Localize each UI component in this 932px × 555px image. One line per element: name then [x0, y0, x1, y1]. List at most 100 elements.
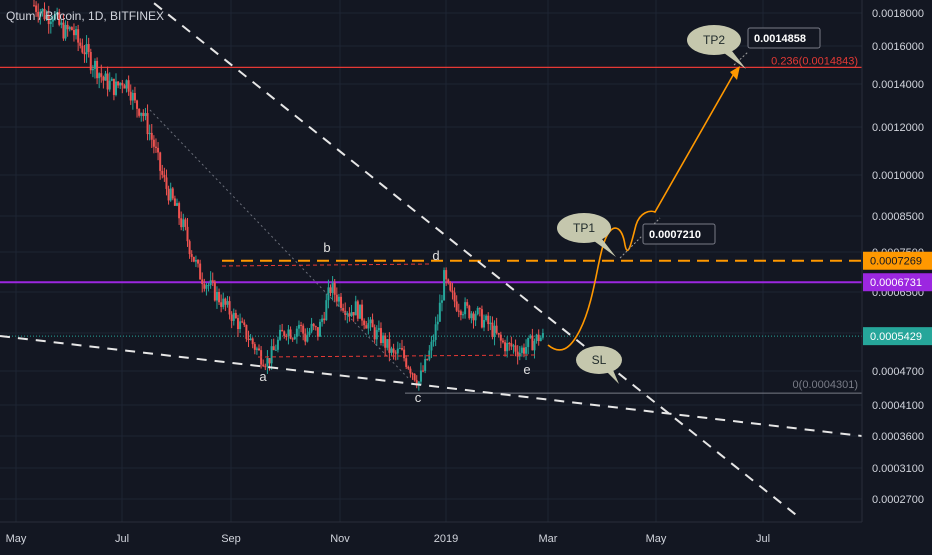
candle-body — [255, 348, 258, 350]
candle-body — [443, 270, 446, 301]
candle-body — [438, 302, 441, 322]
candle-body — [506, 343, 509, 352]
price-marker-purple — [863, 273, 932, 292]
candle-body — [354, 301, 357, 316]
candle-body — [104, 73, 107, 81]
tp2-value-box-text: 0.0014858 — [754, 33, 806, 45]
candle-body — [228, 301, 231, 315]
x-tick-label: Jul — [756, 533, 770, 545]
candle-body — [220, 302, 223, 307]
candle-body — [327, 287, 330, 301]
candle-body — [72, 29, 75, 36]
candle-body — [472, 313, 475, 321]
candle-body — [106, 73, 109, 90]
candle-body — [205, 285, 208, 289]
candle-body — [287, 329, 290, 337]
price-marker-label: 0.0006731 — [870, 277, 922, 289]
candle-body — [117, 81, 120, 86]
candle-body — [291, 338, 294, 340]
candle-body — [514, 345, 517, 352]
candle-body — [43, 8, 46, 20]
candle-body — [297, 324, 300, 329]
candle-body — [337, 296, 340, 302]
candle-body — [415, 380, 418, 386]
price-marker-orange — [863, 251, 932, 270]
tp1-callout: TP1 — [557, 213, 616, 257]
candle-body — [148, 132, 151, 135]
candle-body — [382, 335, 385, 343]
candle-body — [525, 347, 528, 354]
candle-body — [37, 11, 40, 17]
candle-body — [194, 260, 197, 262]
candle-body — [300, 324, 303, 326]
tp1-value-box-box — [642, 223, 716, 245]
candle-body — [417, 381, 420, 386]
candle-body — [497, 332, 500, 335]
candle-body — [138, 108, 141, 116]
candle-body — [241, 321, 244, 323]
candle-body — [361, 304, 364, 321]
candle-body — [373, 327, 376, 340]
candle-body — [419, 370, 422, 382]
candle-body — [281, 329, 284, 332]
candle-body — [127, 80, 130, 92]
candle-body — [466, 302, 469, 306]
candle-body — [316, 327, 319, 337]
y-tick-label: 0.0018000 — [872, 8, 924, 20]
candle-body — [428, 350, 431, 360]
candle-body — [154, 146, 157, 148]
candle-body — [310, 323, 313, 332]
projection-arrowhead — [730, 66, 740, 80]
candle-body — [323, 318, 326, 321]
candle-body — [476, 308, 479, 315]
candle-body — [487, 315, 490, 325]
y-tick-label: 0.0003100 — [872, 463, 924, 475]
candle-body — [264, 366, 267, 368]
candle-body — [150, 132, 153, 140]
candle-body — [321, 318, 324, 322]
candle-body — [98, 73, 101, 79]
candle-body — [333, 282, 336, 295]
wave-label-e: e — [523, 362, 530, 377]
candle-body — [152, 139, 155, 147]
candle-body — [85, 44, 88, 55]
candle-body — [175, 203, 178, 206]
symbol-header: Qtum / Bitcoin, 1D, BITFINEX — [6, 9, 164, 23]
candle-body — [279, 329, 282, 340]
candle-body — [146, 113, 149, 135]
candle-body — [283, 331, 286, 336]
candle-body — [342, 308, 345, 311]
x-tick-label: 2019 — [434, 533, 458, 545]
candle-body — [478, 308, 481, 310]
candle-body — [64, 24, 67, 39]
price-marker-teal — [863, 327, 932, 346]
candle-body — [451, 290, 454, 293]
candle-body — [157, 147, 160, 153]
candle-body — [173, 198, 176, 206]
tp1-connector — [619, 217, 661, 259]
candle-body — [489, 322, 492, 325]
candle-body — [413, 373, 416, 381]
candle-body — [306, 335, 309, 342]
candle-body — [480, 309, 483, 328]
candle-body — [100, 73, 103, 77]
tp2-value-box: 0.0014858 — [747, 27, 821, 49]
y-tick-label: 0.0002700 — [872, 494, 924, 506]
candle-body — [222, 298, 225, 307]
candle-body — [207, 285, 210, 287]
candle-body — [102, 76, 105, 81]
candle-body — [430, 341, 433, 351]
tp2-callout-label: TP2 — [703, 33, 725, 47]
tp1-callout-tail — [594, 239, 616, 257]
candle-body — [312, 323, 315, 327]
candle-body — [79, 42, 82, 46]
candle-body — [239, 321, 242, 330]
candle-body — [66, 24, 69, 30]
candle-body — [335, 294, 338, 302]
candle-body — [436, 321, 439, 325]
candle-body — [459, 311, 462, 315]
candle-body — [274, 349, 277, 351]
tp2-callout: TP2 — [687, 25, 746, 69]
